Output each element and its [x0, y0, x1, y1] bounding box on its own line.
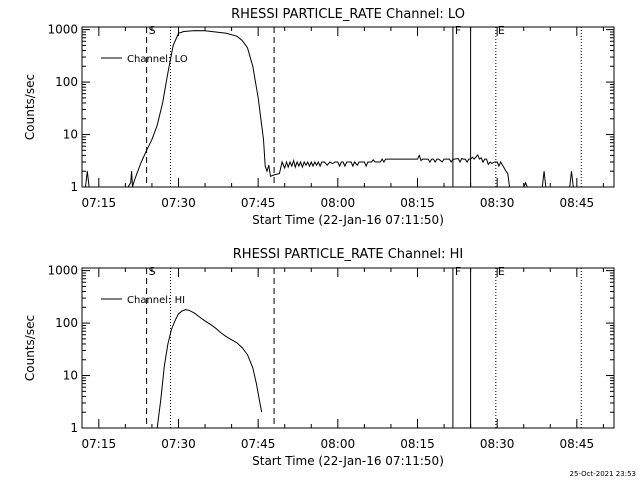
x-tick-label: 08:15 — [400, 437, 435, 451]
y-tick-label: 10 — [63, 369, 78, 383]
x-tick-label: 07:45 — [241, 437, 276, 451]
legend-label: Channel: HI — [127, 295, 185, 306]
x-tick-label: 08:00 — [321, 437, 356, 451]
count-rate-line — [82, 30, 574, 187]
y-tick-label: 100 — [55, 75, 78, 89]
chart-title: RHESSI PARTICLE_RATE Channel: HI — [233, 247, 463, 262]
y-axis-label: Counts/sec — [23, 315, 37, 381]
x-tick-label: 08:00 — [321, 196, 356, 210]
x-tick-label: 07:45 — [241, 196, 276, 210]
x-tick-label: 08:45 — [560, 437, 595, 451]
y-tick-label: 10 — [63, 128, 78, 142]
x-axis-label: Start Time (22-Jan-16 07:11:50) — [252, 213, 444, 227]
hi-channel-panel: RHESSI PARTICLE_RATE Channel: HI Counts/s… — [23, 247, 615, 468]
y-axis-label: Counts/sec — [23, 74, 37, 140]
count-rate-line — [155, 309, 263, 428]
x-tick-label: 08:45 — [560, 196, 595, 210]
time-marker-label: F — [455, 265, 461, 278]
x-tick-label: 07:15 — [82, 437, 117, 451]
y-tick-label: 1000 — [47, 264, 78, 278]
x-tick-label: 07:30 — [161, 437, 196, 451]
x-tick-label: 08:30 — [480, 196, 515, 210]
lo-channel-panel: RHESSI PARTICLE_RATE Channel: LO Counts/s… — [23, 7, 615, 227]
chart-title: RHESSI PARTICLE_RATE Channel: LO — [231, 7, 465, 22]
x-tick-label: 08:30 — [480, 437, 515, 451]
time-marker-label: E — [498, 24, 505, 37]
x-tick-label: 08:15 — [400, 196, 435, 210]
time-marker-label: E — [498, 265, 505, 278]
x-axis-label: Start Time (22-Jan-16 07:11:50) — [252, 454, 444, 468]
plot-frame — [81, 26, 615, 188]
y-tick-label: 1 — [70, 180, 78, 194]
plot-frame — [81, 267, 615, 429]
legend-label: Channel: LO — [127, 54, 188, 65]
y-tick-label: 100 — [55, 316, 78, 330]
x-tick-label: 07:30 — [161, 196, 196, 210]
y-tick-label: 1000 — [47, 23, 78, 37]
x-tick-label: 07:15 — [82, 196, 117, 210]
y-tick-label: 1 — [70, 421, 78, 435]
time-marker-label: F — [455, 24, 461, 37]
generation-timestamp: 25-Oct-2021 23:53 — [570, 470, 636, 478]
